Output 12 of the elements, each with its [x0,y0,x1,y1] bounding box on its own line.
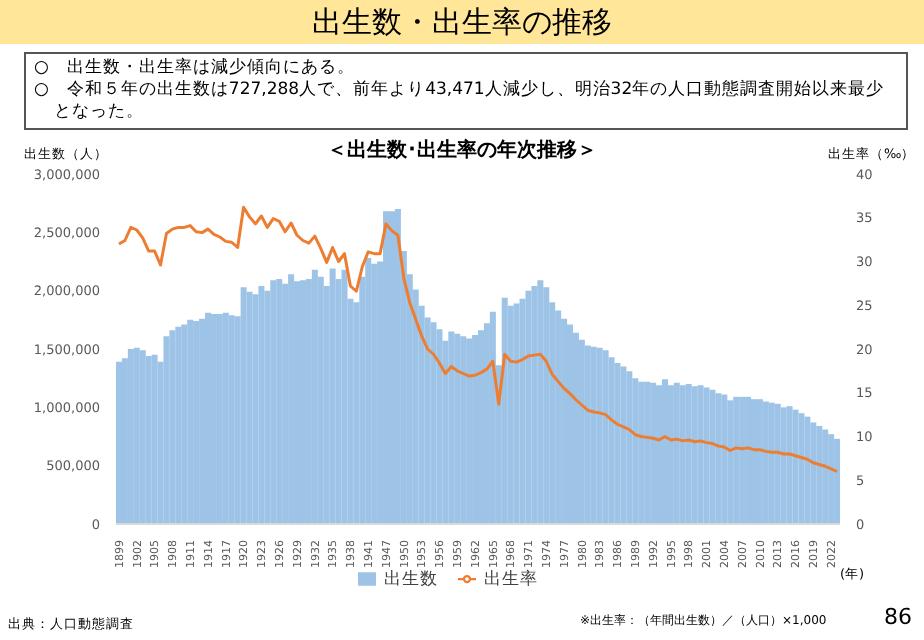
legend-label: 出生数 [384,570,438,590]
line-series [117,205,839,473]
chart-title: 出生数・出生率の推移 [0,0,924,44]
bar [116,361,122,524]
text: ○ 出生数・出生率は減少傾向にある。 [34,58,357,80]
text: ○ 令和５年の出生数は727,288人で、前年より43,471人減少し、明治32年の人口動態調査開始以来最少となった。 [34,80,887,124]
legend-label: 出生率 [484,570,538,590]
bar [834,438,841,524]
text: 86 [884,604,912,630]
bar [501,297,508,524]
chart-subtitle: ＜出生数･出生率の年次推移＞ [327,140,597,162]
bar [489,311,496,524]
